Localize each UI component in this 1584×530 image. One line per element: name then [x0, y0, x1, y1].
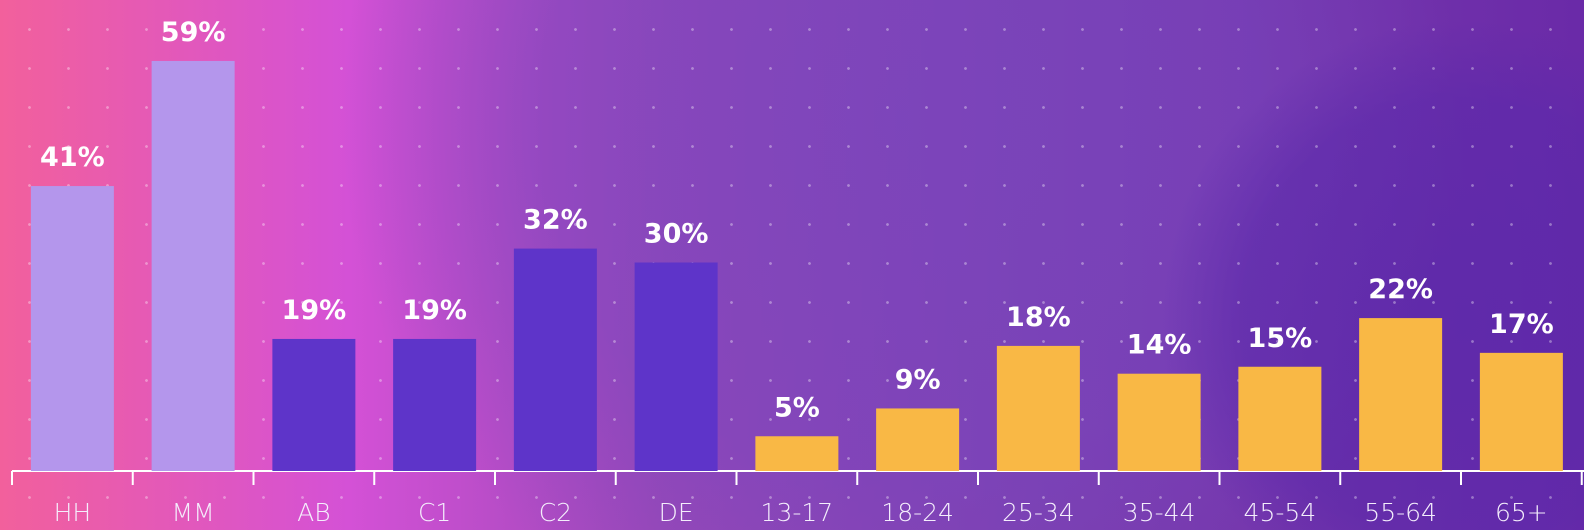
- category-label: C2: [539, 498, 572, 527]
- bar: [1238, 367, 1321, 471]
- bar: [1480, 353, 1563, 471]
- value-label: 32%: [523, 205, 588, 236]
- value-label: 41%: [40, 142, 105, 173]
- value-label: 14%: [1127, 330, 1192, 361]
- value-label: 17%: [1489, 309, 1554, 340]
- category-label: DE: [659, 498, 694, 527]
- value-label: 5%: [774, 392, 820, 423]
- category-label: 18-24: [881, 498, 954, 527]
- value-label: 19%: [402, 295, 467, 326]
- value-label: 22%: [1368, 274, 1433, 305]
- value-label: 15%: [1248, 323, 1313, 354]
- bar: [152, 61, 235, 471]
- category-label: HH: [54, 498, 92, 527]
- value-label: 19%: [282, 295, 347, 326]
- value-label: 9%: [895, 364, 941, 395]
- bar: [876, 408, 959, 471]
- bar: [393, 339, 476, 471]
- bar: [1118, 374, 1201, 471]
- category-label: 35-44: [1123, 498, 1196, 527]
- value-label: 18%: [1006, 302, 1071, 333]
- bar: [272, 339, 355, 471]
- category-label: 55-64: [1364, 498, 1437, 527]
- bar: [755, 436, 838, 471]
- category-label: 45-54: [1244, 498, 1317, 527]
- bar: [635, 263, 718, 472]
- chart: 41% HH 59% MM 19% AB 19% C1 32% C2 30% DE 5% 13-17 9% 1…: [0, 0, 1584, 530]
- category-label: C1: [418, 498, 451, 527]
- page: 41% HH 59% MM 19% AB 19% C1 32% C2 30% DE 5% 13-17 9% 1…: [0, 0, 1584, 530]
- category-label: 25-34: [1002, 498, 1075, 527]
- category-label: MM: [172, 498, 215, 527]
- value-label: 59%: [161, 17, 226, 48]
- category-label: AB: [297, 498, 330, 527]
- bar: [1359, 318, 1442, 471]
- value-label: 30%: [644, 219, 709, 250]
- category-label: 65+: [1495, 498, 1548, 527]
- bar: [31, 186, 114, 471]
- category-label: 13-17: [761, 498, 834, 527]
- bar: [997, 346, 1080, 471]
- bar: [514, 249, 597, 471]
